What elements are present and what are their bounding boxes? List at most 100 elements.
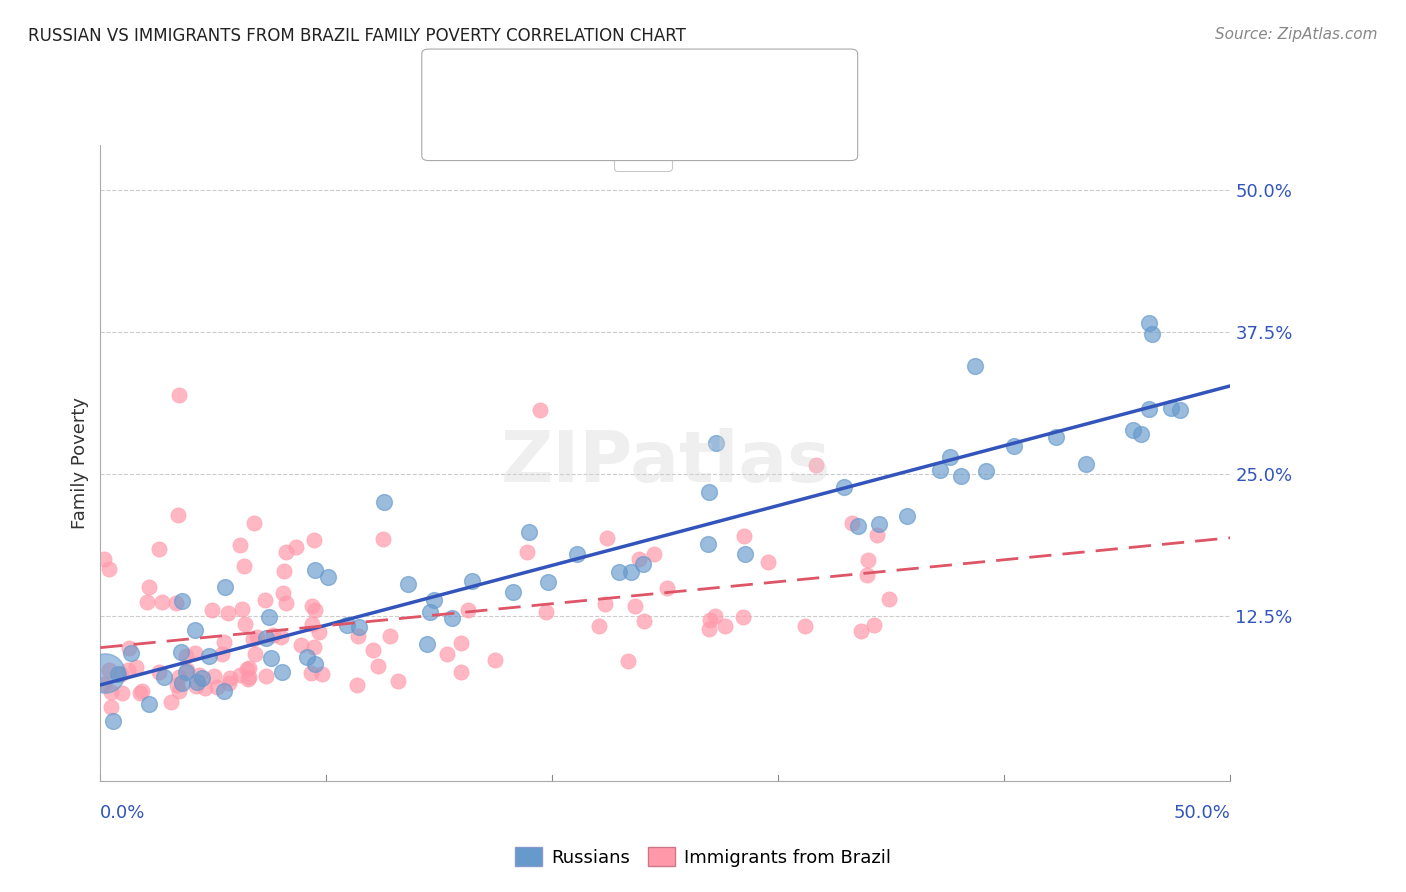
Point — [866, 528, 889, 542]
Point — [633, 614, 655, 628]
Point — [167, 670, 190, 684]
Point — [117, 663, 139, 677]
Text: Source: ZipAtlas.com: Source: ZipAtlas.com — [1215, 27, 1378, 42]
Point — [974, 464, 997, 478]
Point — [537, 575, 560, 590]
Point — [714, 619, 737, 633]
Text: N =: N = — [733, 107, 773, 125]
Point — [1130, 427, 1153, 442]
Point — [170, 645, 193, 659]
Point — [441, 610, 464, 624]
Point — [194, 681, 217, 696]
Point — [198, 649, 221, 664]
Text: 0.665: 0.665 — [665, 82, 723, 100]
Point — [856, 553, 879, 567]
Point — [536, 605, 558, 619]
Text: N =: N = — [733, 82, 773, 100]
Point — [588, 619, 610, 633]
Point — [238, 661, 260, 675]
Point — [110, 667, 132, 681]
Point — [529, 402, 551, 417]
Point — [929, 462, 952, 476]
Y-axis label: Family Poverty: Family Poverty — [72, 397, 89, 529]
Point — [243, 647, 266, 661]
Point — [567, 547, 589, 561]
Point — [233, 558, 256, 573]
Point — [274, 545, 297, 559]
Point — [159, 695, 181, 709]
Point — [1074, 457, 1097, 471]
Point — [304, 657, 326, 672]
Point — [419, 605, 441, 619]
Point — [202, 669, 225, 683]
Point — [167, 683, 190, 698]
Point — [172, 593, 194, 607]
Point — [205, 680, 228, 694]
Text: 50.0%: 50.0% — [1174, 804, 1230, 822]
Point — [101, 714, 124, 729]
Point — [460, 574, 482, 588]
Point — [697, 622, 720, 636]
Point — [311, 667, 333, 681]
Point — [302, 533, 325, 548]
Point — [131, 684, 153, 698]
Point — [236, 662, 259, 676]
Point — [93, 551, 115, 566]
Point — [794, 619, 817, 633]
Point — [1045, 430, 1067, 444]
Point — [380, 630, 402, 644]
Point — [243, 516, 266, 530]
Point — [218, 676, 240, 690]
Point — [129, 686, 152, 700]
Point — [94, 666, 117, 681]
Point — [271, 665, 294, 680]
Point — [111, 686, 134, 700]
Point — [868, 517, 890, 532]
Point — [733, 529, 755, 543]
Point — [607, 565, 630, 579]
Point — [186, 674, 208, 689]
Point — [450, 665, 472, 680]
Point — [1137, 402, 1160, 417]
Point — [93, 677, 115, 691]
Point — [517, 525, 540, 540]
Point — [148, 665, 170, 679]
Point — [274, 596, 297, 610]
Point — [862, 617, 884, 632]
Point — [856, 568, 879, 582]
Point — [174, 665, 197, 680]
Point — [270, 630, 292, 644]
Point — [347, 620, 370, 634]
Text: 62: 62 — [779, 82, 810, 100]
Point — [184, 646, 207, 660]
Point — [316, 570, 339, 584]
Point — [166, 508, 188, 523]
Point — [623, 599, 645, 613]
Point — [617, 654, 640, 668]
Point — [841, 516, 863, 531]
Point — [423, 592, 446, 607]
Point — [593, 597, 616, 611]
Point — [107, 667, 129, 681]
Text: 0.337: 0.337 — [665, 107, 723, 125]
Point — [301, 599, 323, 613]
Point — [346, 678, 368, 692]
Point — [596, 531, 619, 545]
Point — [150, 595, 173, 609]
Point — [1137, 316, 1160, 330]
Legend: , : , — [614, 103, 672, 170]
Point — [118, 641, 141, 656]
Point — [169, 388, 191, 402]
Point — [484, 653, 506, 667]
Point — [704, 608, 727, 623]
Point — [450, 636, 472, 650]
Point — [299, 666, 322, 681]
Point — [233, 617, 256, 632]
Point — [260, 650, 283, 665]
Point — [696, 537, 718, 551]
Point — [125, 660, 148, 674]
Point — [704, 435, 727, 450]
Point — [950, 468, 973, 483]
Point — [271, 586, 294, 600]
Point — [100, 685, 122, 699]
